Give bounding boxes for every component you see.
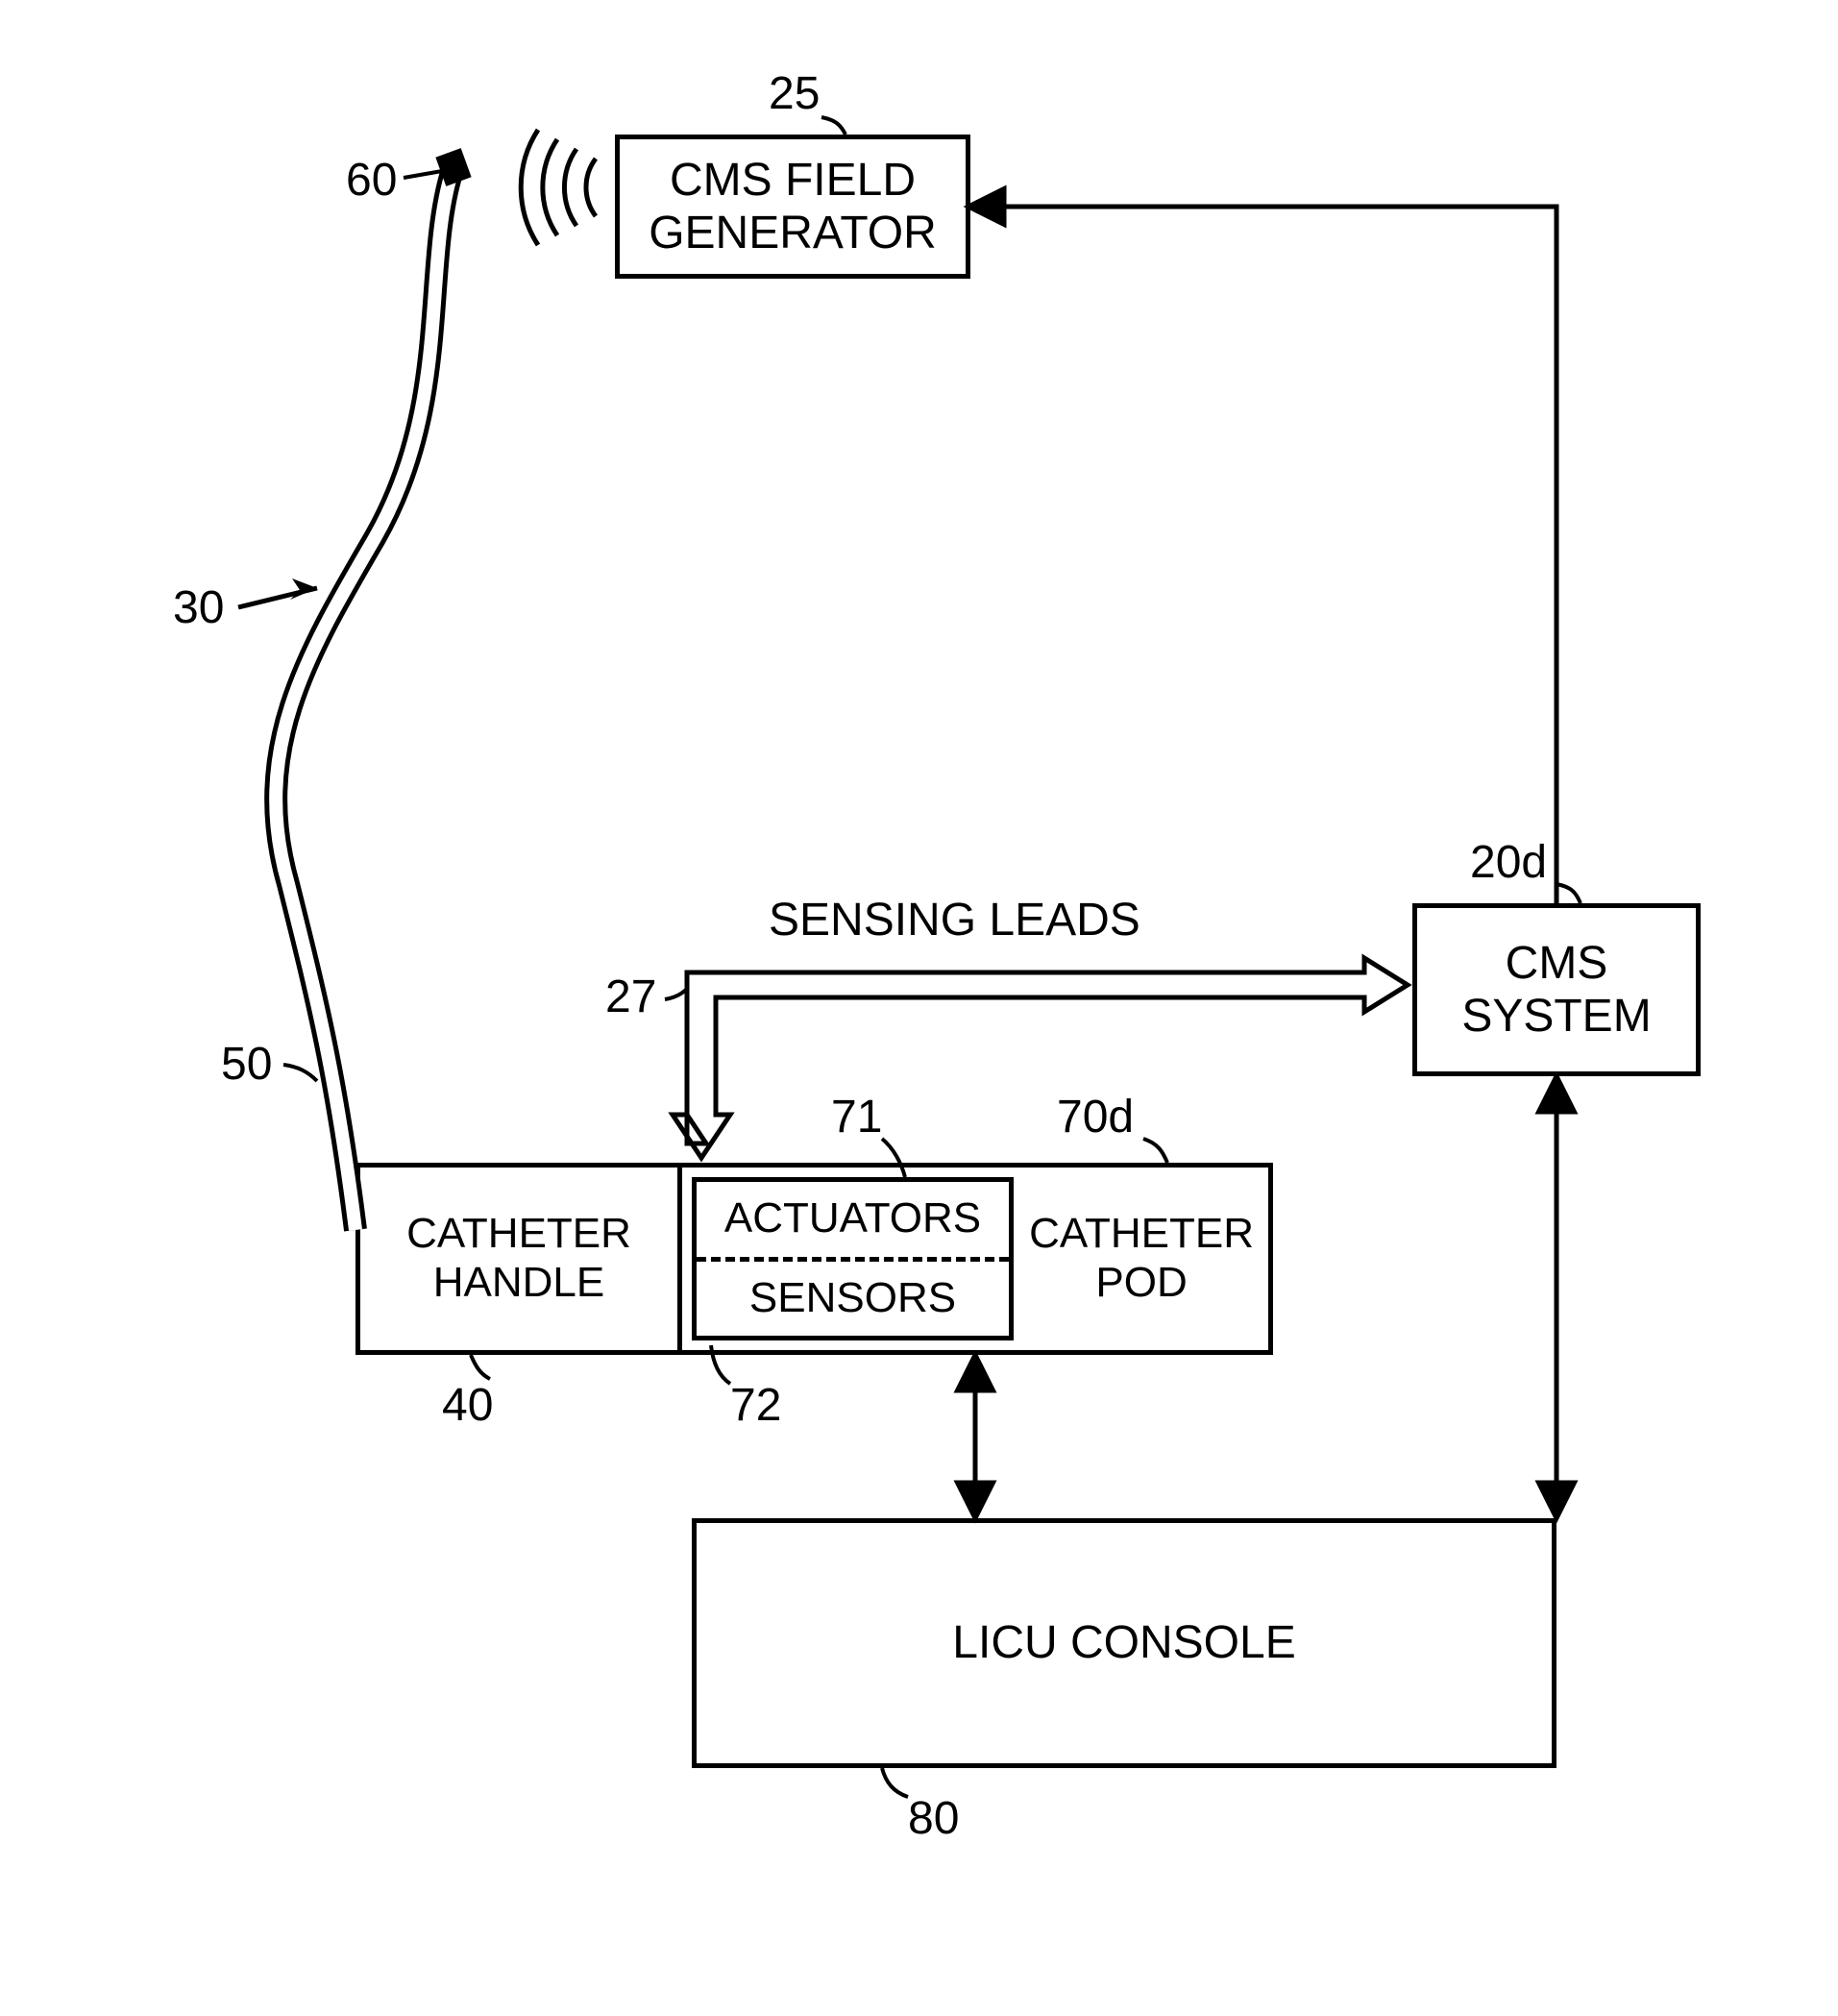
arrow-cms-system-to-field-gen	[970, 207, 1556, 903]
leader-50	[283, 1065, 317, 1081]
signal-arcs-icon	[521, 130, 596, 245]
leader-70d	[1143, 1139, 1167, 1163]
leader-60	[404, 171, 442, 178]
licu-console-box: LICU CONSOLE	[692, 1518, 1556, 1768]
cms-system-line2: SYSTEM	[1461, 991, 1651, 1042]
sensing-leads-arrow	[673, 958, 1408, 1158]
sensors-text: SENSORS	[749, 1274, 956, 1323]
cms-field-generator-line1: CMS FIELD	[670, 155, 916, 206]
ref-20d: 20d	[1470, 836, 1547, 889]
ref-60: 60	[346, 154, 397, 207]
catheter-handle-line2: HANDLE	[433, 1259, 605, 1306]
actuators-text: ACTUATORS	[724, 1194, 981, 1243]
ref-80: 80	[908, 1792, 959, 1845]
catheter-pod-line1: CATHETER	[1029, 1210, 1254, 1257]
arrow-30	[238, 578, 317, 607]
licu-console-text: LICU CONSOLE	[952, 1616, 1295, 1669]
catheter-pod-line2: POD	[1095, 1259, 1187, 1306]
diagram-canvas: CMS FIELD GENERATOR 25 CMS SYSTEM 20d CA…	[0, 0, 1838, 2016]
cms-field-generator-box: CMS FIELD GENERATOR	[615, 135, 970, 279]
catheter-handle-line1: CATHETER	[406, 1210, 631, 1257]
ref-30: 30	[173, 581, 224, 634]
leader-25	[821, 117, 845, 135]
catheter-handle-box: CATHETER HANDLE	[355, 1163, 682, 1355]
ref-72: 72	[730, 1379, 781, 1432]
ref-70d: 70d	[1057, 1091, 1134, 1143]
ref-40: 40	[442, 1379, 493, 1432]
sensing-leads-label: SENSING LEADS	[769, 894, 1140, 947]
catheter-curve	[276, 148, 471, 1230]
cms-system-line1: CMS	[1506, 938, 1608, 989]
leader-20d	[1556, 884, 1581, 903]
ref-71: 71	[831, 1091, 882, 1143]
ref-25: 25	[769, 67, 820, 120]
cms-system-box: CMS SYSTEM	[1412, 903, 1701, 1076]
cms-field-generator-line2: GENERATOR	[649, 208, 937, 258]
ref-27: 27	[605, 971, 656, 1023]
leader-40	[471, 1355, 490, 1379]
leader-27	[665, 980, 694, 999]
leader-80	[882, 1768, 908, 1797]
actuators-sensors-box: ACTUATORS SENSORS	[692, 1177, 1014, 1340]
ref-50: 50	[221, 1038, 272, 1091]
